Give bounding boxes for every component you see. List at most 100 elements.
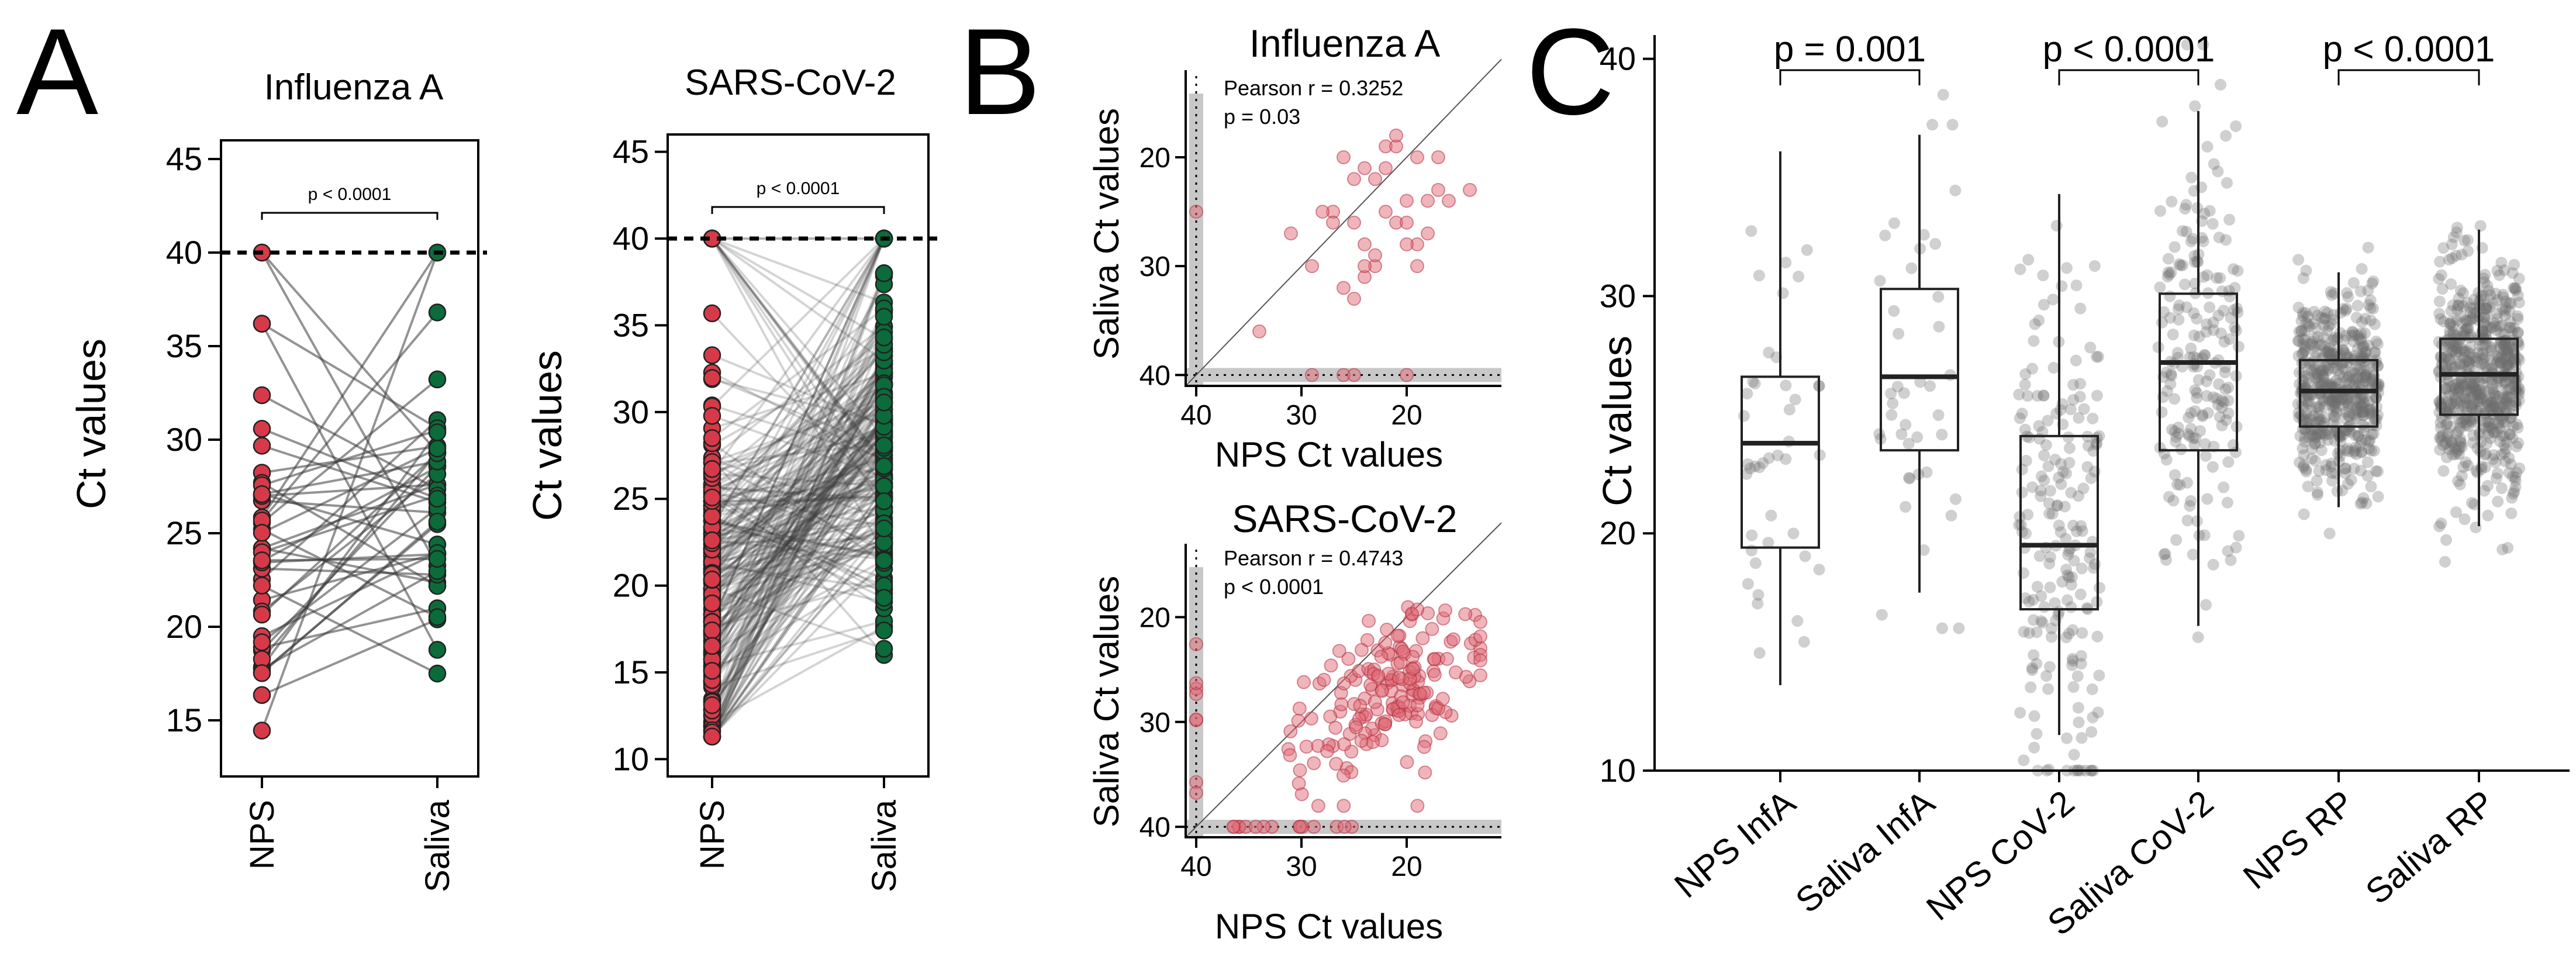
- scatter-point: [1459, 669, 1473, 684]
- jitter-point: [2352, 430, 2364, 442]
- pair-line: [711, 350, 885, 531]
- jitter-point: [1937, 89, 1949, 101]
- pair-line: [711, 423, 885, 616]
- jitter-point: [2512, 313, 2524, 325]
- pair-line: [712, 458, 885, 529]
- jitter-point: [2225, 312, 2237, 324]
- jitter-point: [2172, 422, 2184, 434]
- jitter-point: [2318, 376, 2330, 388]
- jitter-point: [2508, 282, 2520, 294]
- jitter-point: [2090, 439, 2102, 451]
- jitter-point: [2194, 425, 2206, 437]
- jitter-point: [1949, 184, 1962, 196]
- jitter-point: [2513, 339, 2525, 351]
- jitter-point: [2216, 419, 2228, 431]
- jitter-point: [2490, 472, 2502, 485]
- jitter-point: [2457, 358, 2470, 370]
- jitter-point: [2504, 392, 2516, 404]
- jitter-point: [2329, 402, 2342, 414]
- jitter-point: [2066, 571, 2078, 583]
- pair-line: [261, 552, 438, 601]
- jitter-point: [2451, 303, 2464, 316]
- pair-line: [712, 511, 885, 566]
- jitter-point: [2506, 326, 2518, 338]
- nps-point: [703, 346, 721, 364]
- jitter-point: [2447, 362, 2459, 374]
- jitter-point: [2505, 297, 2518, 309]
- jitter-point: [2367, 374, 2379, 386]
- pair-line: [711, 309, 885, 642]
- scatter-point: [1427, 668, 1442, 682]
- jitter-point: [2482, 384, 2495, 396]
- jitter-point: [2512, 326, 2524, 339]
- jitter-point: [2173, 258, 2185, 270]
- y-tick-label: 25: [166, 515, 202, 551]
- scatter-point: [1283, 724, 1298, 738]
- jitter-point: [2485, 354, 2498, 367]
- jitter-point: [2467, 437, 2479, 449]
- jitter-point: [2066, 653, 2078, 665]
- pair-line: [711, 376, 885, 582]
- jitter-point: [2323, 428, 2335, 440]
- jitter-point: [1741, 388, 1753, 400]
- jitter-point: [2328, 405, 2340, 417]
- jitter-point: [2446, 436, 2458, 448]
- pair-line: [711, 354, 885, 653]
- jitter-point: [2495, 348, 2508, 360]
- jitter-point: [2370, 391, 2382, 403]
- y-tick-label: 35: [166, 327, 202, 364]
- jitter-point: [2444, 440, 2457, 453]
- jitter-point: [2491, 393, 2503, 406]
- jitter-point: [2459, 346, 2471, 358]
- jitter-point: [2299, 413, 2311, 426]
- y-tick-label: 20: [1600, 515, 1636, 551]
- jitter-point: [2509, 282, 2522, 294]
- y-tick-label: 40: [613, 220, 649, 257]
- jitter-point: [2354, 334, 2367, 347]
- saliva-point: [875, 436, 893, 455]
- jitter-point: [2044, 581, 2056, 593]
- jitter-point: [2458, 346, 2470, 358]
- pair-line: [711, 401, 885, 682]
- jitter-point: [2479, 422, 2491, 434]
- scatter-point: [1410, 259, 1424, 274]
- jitter-point: [2467, 403, 2479, 415]
- scatter-point: [1337, 799, 1351, 813]
- nps-point: [703, 594, 721, 613]
- nps-point: [703, 621, 721, 640]
- jitter-point: [2363, 436, 2375, 448]
- jitter-point: [2478, 485, 2491, 497]
- jitter-point: [2458, 513, 2471, 526]
- jitter-point: [2299, 341, 2311, 353]
- jitter-point: [2031, 390, 2043, 402]
- jitter-point: [2355, 446, 2367, 458]
- jitter-point: [2482, 399, 2495, 411]
- jitter-point: [2507, 353, 2519, 365]
- jitter-point: [2038, 449, 2050, 461]
- pair-line: [711, 401, 885, 541]
- pair-line: [711, 536, 885, 738]
- jitter-point: [2347, 336, 2360, 348]
- pair-line: [711, 238, 885, 528]
- jitter-point: [2299, 324, 2311, 337]
- pair-line: [711, 442, 885, 623]
- jitter-point: [2304, 338, 2316, 350]
- saliva-point: [875, 492, 893, 510]
- jitter-point: [2326, 395, 2339, 407]
- x-tick-label: NPS: [693, 800, 731, 869]
- pair-line: [711, 237, 885, 467]
- jitter-point: [2453, 413, 2465, 425]
- jitter-point: [2322, 363, 2334, 375]
- scatter-point: [1375, 683, 1389, 698]
- jitter-point: [2023, 596, 2035, 608]
- jitter-point: [2299, 370, 2311, 382]
- jitter-point: [2357, 492, 2370, 504]
- saliva-point: [875, 622, 893, 640]
- pair-line: [712, 371, 885, 462]
- jitter-point: [2294, 456, 2306, 468]
- jitter-point: [2081, 602, 2093, 614]
- jitter-point: [2360, 434, 2372, 446]
- jitter-point: [2506, 492, 2518, 504]
- jitter-point: [2362, 284, 2374, 296]
